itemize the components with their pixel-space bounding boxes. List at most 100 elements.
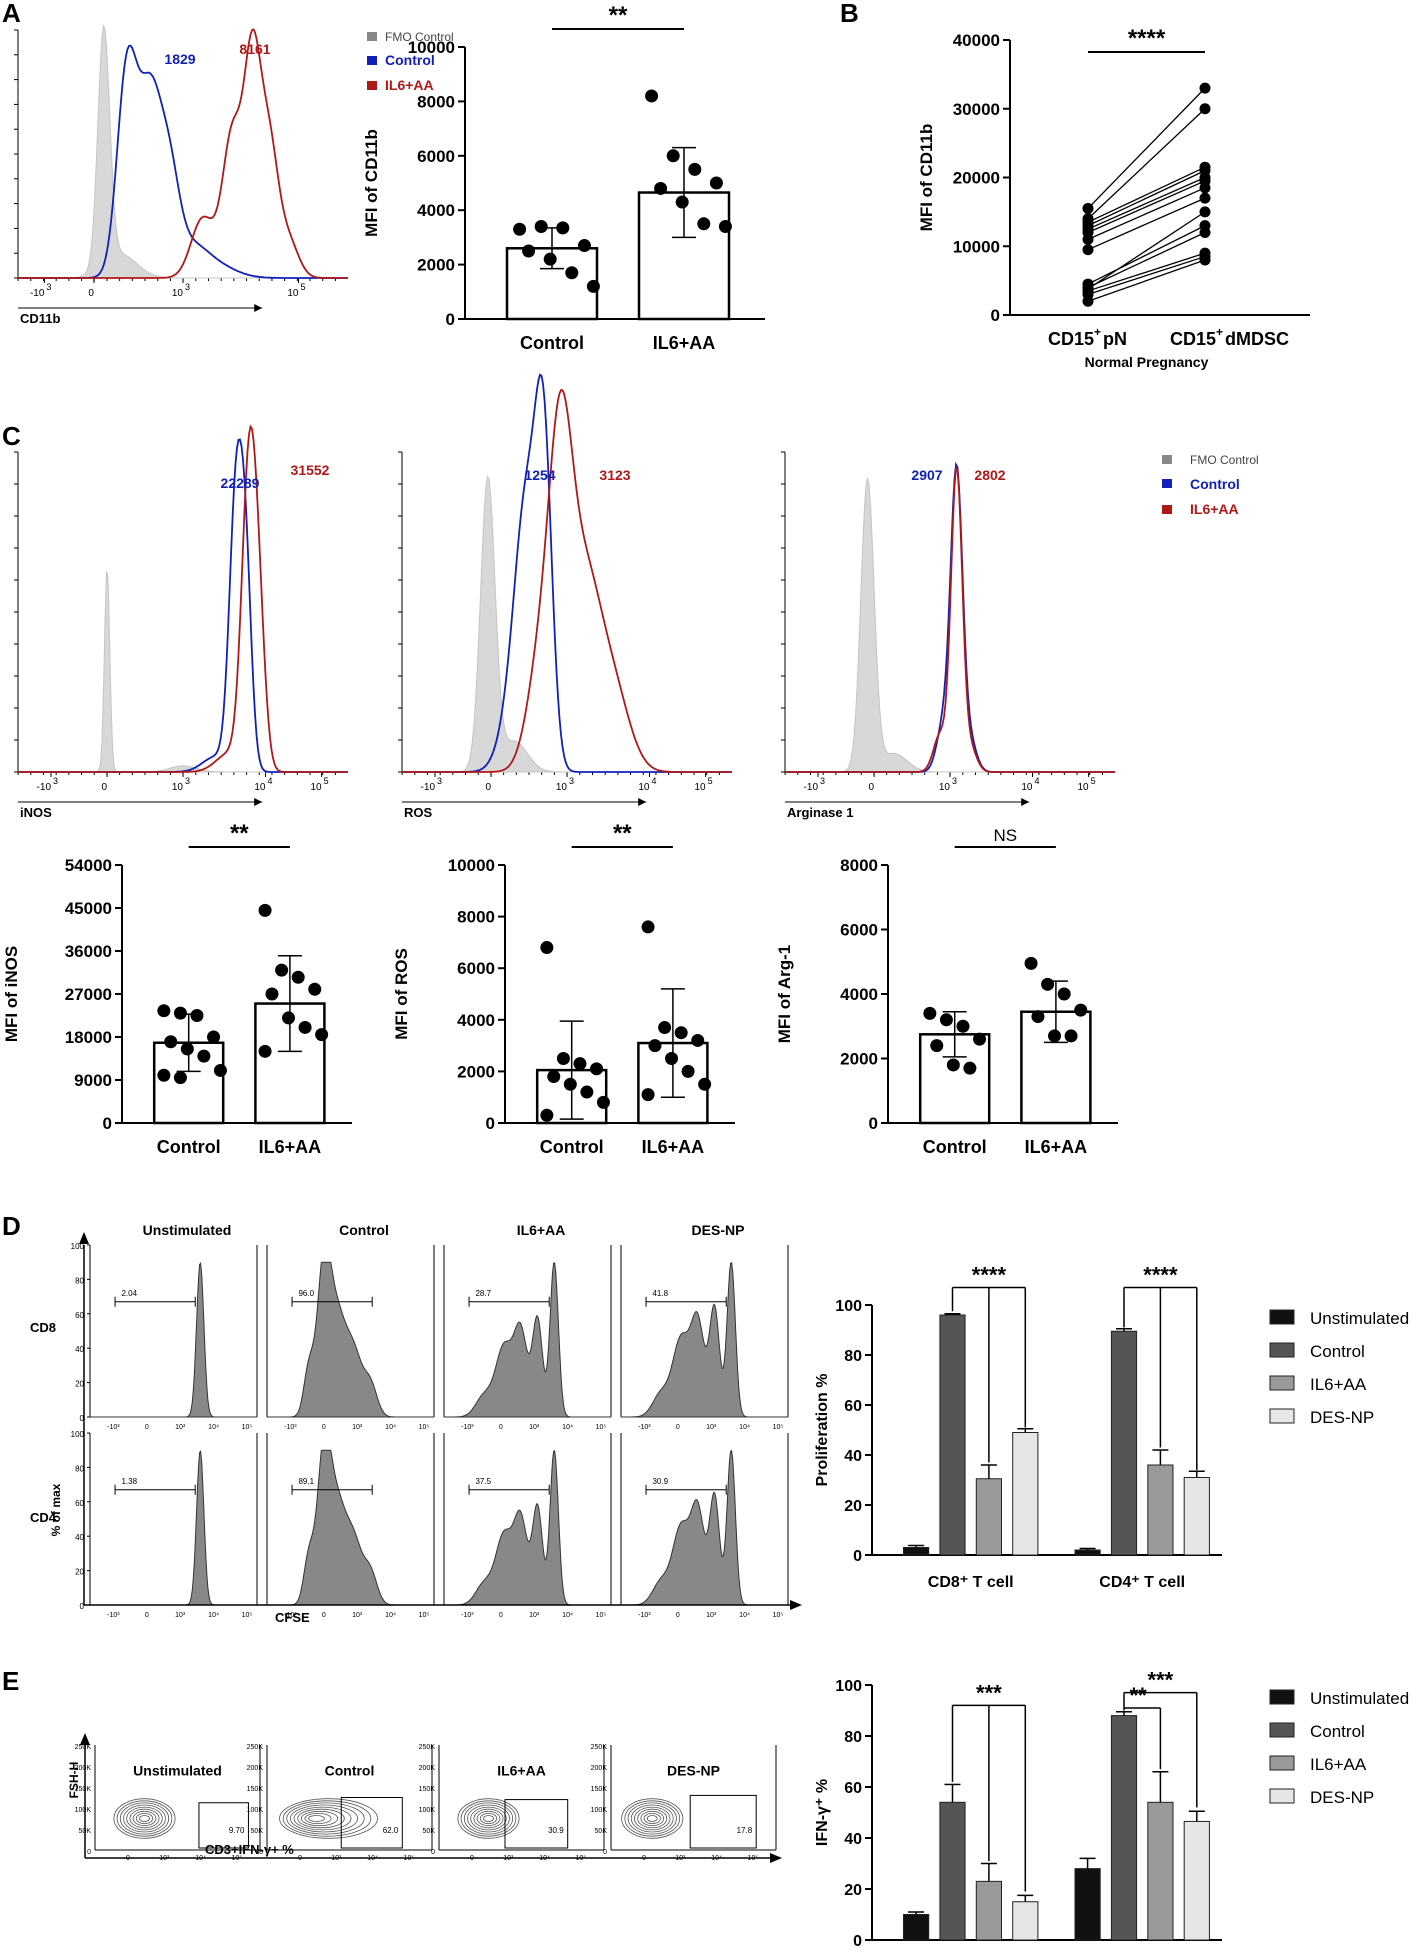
data-point	[173, 1071, 187, 1085]
contour-ring	[129, 1808, 160, 1829]
control-curve	[402, 373, 732, 773]
gate-box	[340, 1797, 403, 1849]
cfse-plot: 100 80 60 40 20 0 -10³ 0 10³ 10⁴ 10⁵ 1.38	[71, 1430, 258, 1619]
y-tick-label: 0	[869, 1114, 878, 1133]
contour-ring	[643, 1813, 661, 1825]
x-tick-sup: +	[1094, 325, 1101, 339]
contour-ring	[479, 1813, 498, 1825]
contour-ring	[286, 1802, 365, 1835]
significance-label: ****	[1128, 25, 1166, 52]
data-point	[946, 1058, 960, 1072]
contour-ring	[119, 1802, 170, 1835]
data-point	[1199, 206, 1211, 218]
contour-ring	[476, 1810, 501, 1827]
y-tick-label: 20000	[953, 169, 1000, 188]
x-tick-label: CD15	[1048, 329, 1094, 349]
y-tick-label: 40	[75, 1345, 84, 1354]
y-tick-label: 4000	[840, 985, 878, 1004]
group-label: IL6+AA	[497, 1762, 546, 1778]
data-point	[1074, 1003, 1088, 1017]
y-tick-label: 60	[844, 1398, 862, 1415]
data-point	[577, 239, 591, 253]
x-arrow-head	[254, 798, 263, 806]
x-axis-title: ROS	[404, 805, 433, 820]
contour-ring	[308, 1815, 325, 1822]
pair-line	[1087, 252, 1206, 292]
y-tick-label: 80	[844, 1348, 862, 1365]
y-tick-label: 150K	[247, 1786, 264, 1793]
x-tick-label: CD15	[1170, 329, 1216, 349]
bar-Unstimulated	[903, 1547, 930, 1556]
x-tick-label: CD8⁺ T cell	[928, 1574, 1014, 1591]
y-axis-title: IFN-γ⁺ %	[814, 1779, 831, 1846]
x-tick-label: -10³	[638, 1612, 651, 1619]
y-tick-label: 9000	[74, 1071, 112, 1090]
bar-IL6+AA	[975, 1880, 1002, 1941]
pair-line	[1087, 255, 1206, 295]
d-row-cd4: CD4	[30, 1510, 57, 1525]
data-point	[691, 1033, 705, 1047]
x-tick-label: 0	[322, 1612, 326, 1619]
x-tick-label: 10³	[706, 1424, 717, 1431]
y-tick-label: 8000	[457, 908, 495, 927]
bar-Unstimulated	[1074, 1549, 1101, 1556]
x-tick-exponent: 3	[952, 776, 957, 786]
control-curve	[18, 44, 348, 279]
legend-swatch-il6	[367, 81, 377, 90]
y-tick-label: 30000	[953, 100, 1000, 119]
contour-ring	[116, 1800, 173, 1837]
pair-line	[1087, 187, 1206, 240]
cfse-plot: -10³ 0 10³ 10⁴ 10⁵ 28.7	[443, 1245, 612, 1431]
x-tick-label: 10⁴	[385, 1424, 396, 1431]
data-point	[648, 1039, 662, 1053]
x-tick-label: 10³	[529, 1612, 540, 1619]
contour-ring	[483, 1815, 494, 1822]
data-point	[641, 920, 655, 934]
x-tick-label: 10³	[706, 1612, 717, 1619]
bar-chart-C_bar_ros: 0 2000 4000 6000 8000 10000 MFI of ROS Control I…	[392, 820, 735, 1157]
cfse-plot: -10³ 0 10³ 10⁴ 10⁵ 30.9	[620, 1433, 789, 1619]
x-tick-label: pN	[1103, 329, 1127, 349]
bar-Unstimulated	[1074, 1868, 1101, 1941]
contour-ring	[139, 1815, 150, 1822]
data-point	[654, 181, 668, 195]
legend-label-il6: IL6+AA	[1190, 501, 1239, 517]
y-tick-label: 8000	[417, 92, 455, 111]
y-tick-label: 2000	[417, 256, 455, 275]
legend-swatch-control	[367, 56, 377, 65]
y-tick-label: 0	[259, 1849, 263, 1856]
mfi-label-control: 2907	[911, 467, 942, 483]
data-point	[1199, 161, 1211, 173]
x-tick-exponent: 3	[185, 776, 190, 786]
gate-value: 62.0	[383, 1826, 399, 1835]
d-group-desnp: DES-NP	[692, 1222, 745, 1238]
x-tick-label: 10	[939, 782, 951, 793]
x-tick-exponent: 5	[1091, 776, 1096, 786]
y-tick-label: 20	[844, 1882, 862, 1899]
contour-ring	[279, 1798, 378, 1839]
x-tick-label: 0	[499, 1612, 503, 1619]
y-tick-label: 60	[75, 1499, 84, 1508]
x-tick-label: Control	[923, 1137, 987, 1157]
data-point	[556, 221, 570, 235]
x-tick-label: 10³	[352, 1424, 363, 1431]
y-tick-label: 0	[853, 1548, 862, 1565]
contour-ring	[135, 1813, 154, 1825]
x-tick-label: -10³	[107, 1424, 120, 1431]
x-tick-label: Control	[157, 1137, 221, 1157]
data-point	[157, 1068, 171, 1082]
data-point	[709, 176, 723, 190]
legend-label-control: Control	[385, 52, 435, 68]
x-tick-label: 0	[322, 1424, 326, 1431]
contour-ring	[126, 1806, 163, 1831]
x-tick-label: 10³	[175, 1424, 186, 1431]
data-point	[258, 1044, 272, 1058]
hist-legend-c: FMO Control Control IL6+AA	[1162, 453, 1259, 517]
y-tick-label: 0	[446, 310, 455, 329]
data-point	[697, 217, 711, 231]
cfse-histogram	[90, 1261, 257, 1418]
